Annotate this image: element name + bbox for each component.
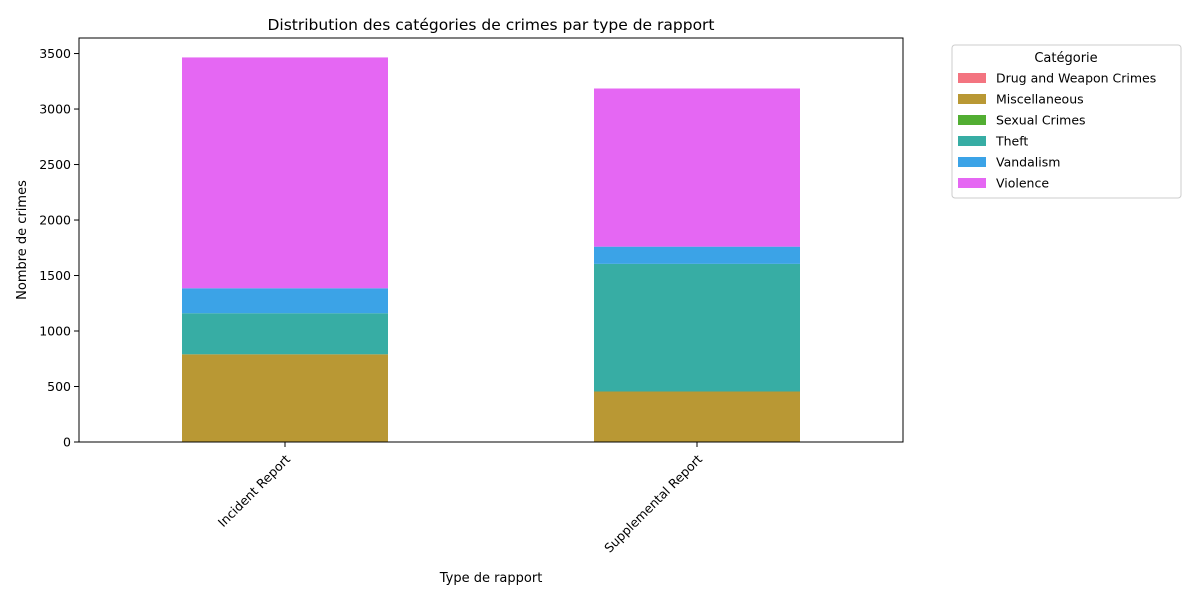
legend-items: Drug and Weapon Crimes Miscellaneous Sexua… <box>958 71 1156 191</box>
x-tick-label: Incident Report <box>215 451 293 529</box>
legend-label: Drug and Weapon Crimes <box>996 71 1156 86</box>
bar-2-6 <box>594 88 800 247</box>
bar-1-6 <box>182 57 388 289</box>
y-tick-label: 3000 <box>39 102 71 117</box>
legend-swatch-5 <box>958 157 986 167</box>
legend-swatch-6 <box>958 178 986 188</box>
legend-swatch-4 <box>958 136 986 146</box>
bar-2-5 <box>594 246 800 264</box>
x-axis-label: Type de rapport <box>439 571 543 586</box>
legend: Catégorie Drug and Weapon Crimes Miscella… <box>951 44 1182 199</box>
y-axis: 0 500 1000 1500 2000 2500 3000 3500 <box>39 46 79 450</box>
legend-swatch-3 <box>958 115 986 125</box>
y-tick-label: 2000 <box>39 213 71 228</box>
legend-swatch-1 <box>958 73 986 83</box>
legend-label: Theft <box>995 134 1028 149</box>
y-tick-label: 500 <box>47 379 71 394</box>
y-tick-label: 3500 <box>39 46 71 61</box>
chart-title: Distribution des catégories de crimes pa… <box>267 16 714 34</box>
legend-label: Sexual Crimes <box>996 113 1086 128</box>
y-tick-label: 2500 <box>39 157 71 172</box>
legend-frame <box>951 44 1182 199</box>
bar-1-4 <box>182 313 388 355</box>
legend-label: Miscellaneous <box>996 92 1084 107</box>
y-tick-label: 1500 <box>39 268 71 283</box>
legend-title: Catégorie <box>1034 51 1097 66</box>
bar-1-5 <box>182 288 388 314</box>
plot-frame <box>78 37 904 443</box>
bar-2-4 <box>594 263 800 392</box>
legend-swatch-2 <box>958 94 986 104</box>
bar-2-2 <box>594 391 800 442</box>
legend-label: Vandalism <box>996 155 1060 170</box>
bar-1-2 <box>182 354 388 442</box>
x-tick-label: Supplemental Report <box>601 451 705 555</box>
y-axis-label: Nombre de crimes <box>15 180 30 300</box>
y-tick-label: 0 <box>63 435 71 450</box>
legend-label: Violence <box>996 176 1049 191</box>
x-axis: Incident Report Supplemental Report <box>215 442 705 556</box>
bars-group <box>182 57 800 442</box>
y-tick-label: 1000 <box>39 324 71 339</box>
